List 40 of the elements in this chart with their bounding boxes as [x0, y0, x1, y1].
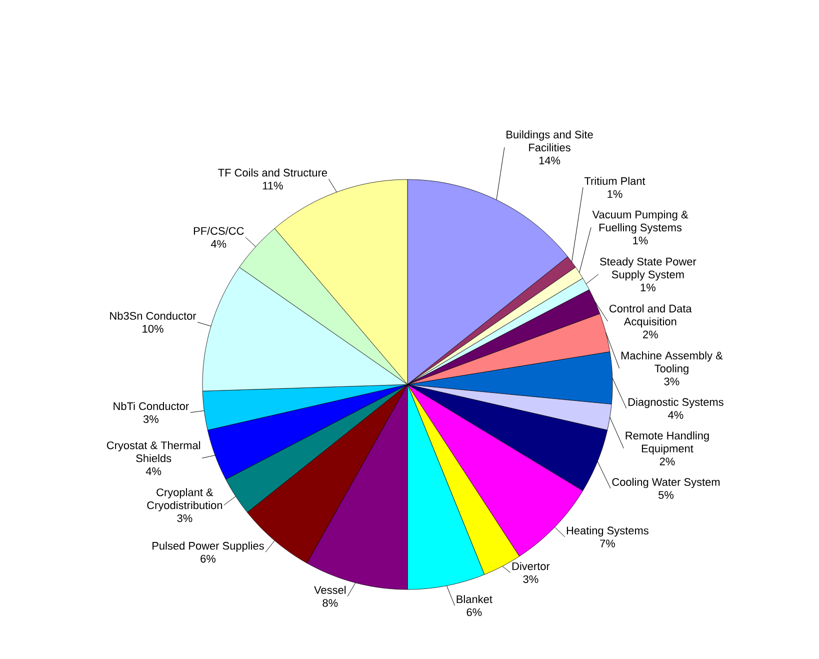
- slice-label: Blanket: [456, 595, 492, 604]
- data-label: 10%: [142, 324, 164, 333]
- slice-label: Vacuum Pumping & Fuelling Systems: [592, 210, 688, 234]
- data-label: 3%: [143, 415, 158, 424]
- data-label: 2%: [660, 458, 675, 466]
- data-label: 4%: [146, 467, 162, 476]
- data-label: 1%: [608, 190, 622, 198]
- slice-label: Cooling Water System: [612, 478, 720, 488]
- data-label: 14%: [539, 156, 560, 164]
- data-label: 11%: [262, 182, 283, 190]
- slice-label: Nb3Sn Conductor: [110, 312, 196, 320]
- data-label: 1%: [640, 284, 656, 292]
- slice-label: Divertor: [512, 562, 550, 570]
- data-label: 3%: [177, 514, 192, 522]
- data-label: 5%: [658, 491, 674, 499]
- slice-label: Heating Systems: [566, 526, 648, 537]
- slice-label: Steady State Power Supply System: [600, 257, 696, 281]
- slice-label: PF/CS/CC: [194, 226, 244, 235]
- slice-label: Control and Data Acquisition: [610, 304, 692, 328]
- slice-label: Cryostat & Thermal Shields: [106, 441, 200, 462]
- slice-label: Buildings and Site Facilities: [506, 130, 593, 152]
- slice-label: Diagnostic Systems: [628, 398, 724, 408]
- slice-label: Cryoplant & Cryodistribution: [147, 488, 222, 512]
- data-label: 4%: [210, 240, 226, 248]
- data-label: 6%: [200, 554, 216, 563]
- slice-label: NbTi Conductor: [114, 402, 189, 410]
- data-label: 2%: [643, 330, 658, 338]
- data-label: 7%: [600, 540, 615, 548]
- data-label: 6%: [466, 608, 482, 616]
- slice-label: Vessel: [314, 586, 346, 594]
- data-label: 1%: [633, 236, 648, 244]
- slice-label: Remote Handling Equipment: [626, 431, 709, 455]
- slice-label: TF Coils and Structure: [218, 168, 327, 177]
- slice-label: Machine Assembly & Tooling: [621, 351, 723, 375]
- data-label: 4%: [668, 411, 684, 419]
- slice-label: Pulsed Power Supplies: [152, 542, 264, 552]
- data-label: 3%: [523, 575, 538, 584]
- data-label: 3%: [664, 378, 680, 386]
- data-label: 8%: [322, 599, 338, 607]
- slice-label: Tritium Plant: [584, 176, 646, 185]
